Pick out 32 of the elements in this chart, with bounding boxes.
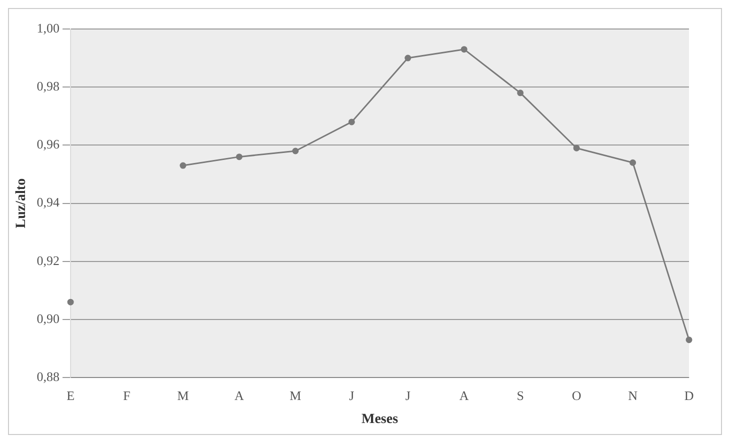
x-tick-label: A xyxy=(234,388,245,403)
y-tick-label: 0,94 xyxy=(36,194,60,210)
point xyxy=(517,90,524,96)
x-tick-label: O xyxy=(572,388,582,403)
x-tick-label: F xyxy=(123,388,130,403)
point xyxy=(292,148,299,154)
point xyxy=(460,46,468,53)
y-tick-label: 0,92 xyxy=(36,252,60,268)
x-tick-label: A xyxy=(459,388,470,403)
y-tick-label: 0,96 xyxy=(36,136,60,152)
y-axis-title: Luz/alto xyxy=(14,178,30,228)
x-tick-label: N xyxy=(628,388,638,403)
point xyxy=(236,154,242,160)
point xyxy=(180,162,186,169)
x-tick-label: E xyxy=(66,388,75,403)
x-tick-label: M xyxy=(290,388,302,403)
x-tick-label: J xyxy=(405,388,410,403)
x-tick-label: M xyxy=(177,388,190,403)
x-tick-label: D xyxy=(684,388,694,403)
x-tick-label: J xyxy=(349,388,354,403)
point xyxy=(686,336,692,344)
y-tick-label: 1,00 xyxy=(36,20,60,36)
x-tick-label: S xyxy=(516,388,524,403)
y-tick-label: 0,90 xyxy=(36,310,60,326)
y-tick-label: 0,98 xyxy=(36,78,60,94)
point xyxy=(404,54,412,62)
point xyxy=(573,144,580,152)
y-tick-label: 0,88 xyxy=(36,369,60,384)
point xyxy=(67,298,74,306)
point xyxy=(630,159,636,166)
x-axis-title: Meses xyxy=(362,412,399,428)
point xyxy=(348,118,355,126)
